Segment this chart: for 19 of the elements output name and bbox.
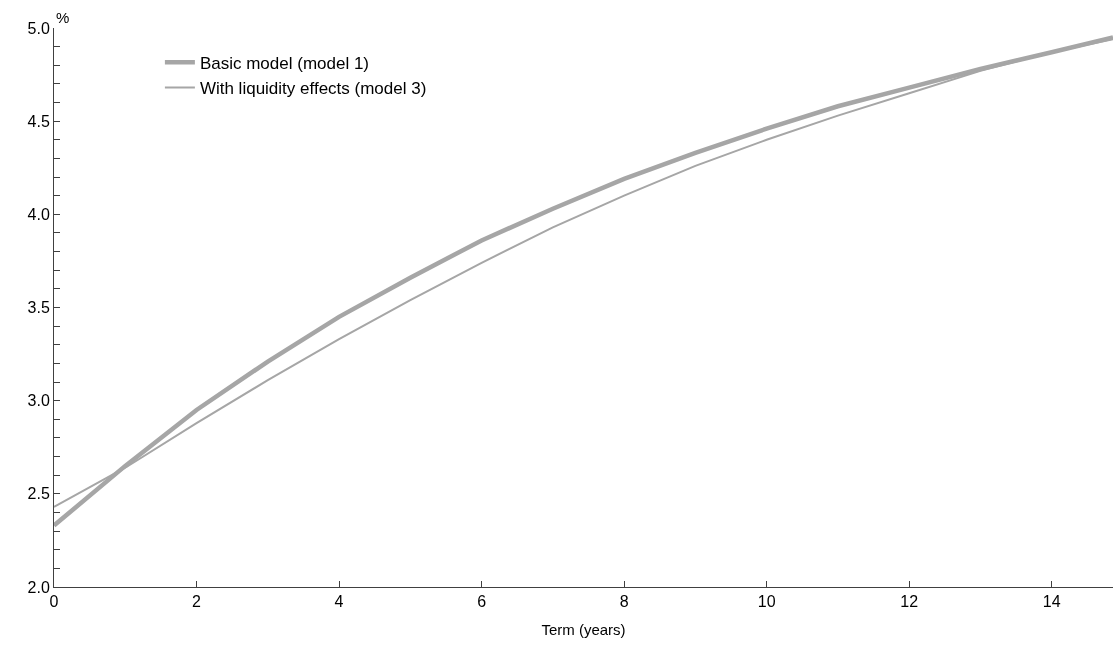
x-tick-label: 12 <box>900 593 919 611</box>
y-tick-label: 3.0 <box>27 392 50 410</box>
x-tick-label: 10 <box>757 593 776 611</box>
x-tick-label: 0 <box>49 593 59 611</box>
y-tick-label: 2.5 <box>27 485 50 503</box>
y-tick-label: 4.0 <box>27 205 50 223</box>
y-tick-label: 5.0 <box>27 19 50 37</box>
legend-label: With liquidity effects (model 3) <box>199 79 427 99</box>
x-axis-title: Term (years) <box>541 621 626 639</box>
x-tick-label: 2 <box>192 593 202 611</box>
x-tick-label: 4 <box>334 593 344 611</box>
x-tick-label: 6 <box>477 593 487 611</box>
y-axis-title: % <box>56 9 70 26</box>
legend-label: Basic model (model 1) <box>199 53 370 73</box>
x-tick-label: 8 <box>619 593 629 611</box>
text: 2.0 <box>27 578 50 596</box>
y-tick-label: 4.5 <box>27 112 50 130</box>
x-tick-label: 14 <box>1042 593 1061 611</box>
y-tick-label: 3.5 <box>27 299 50 317</box>
